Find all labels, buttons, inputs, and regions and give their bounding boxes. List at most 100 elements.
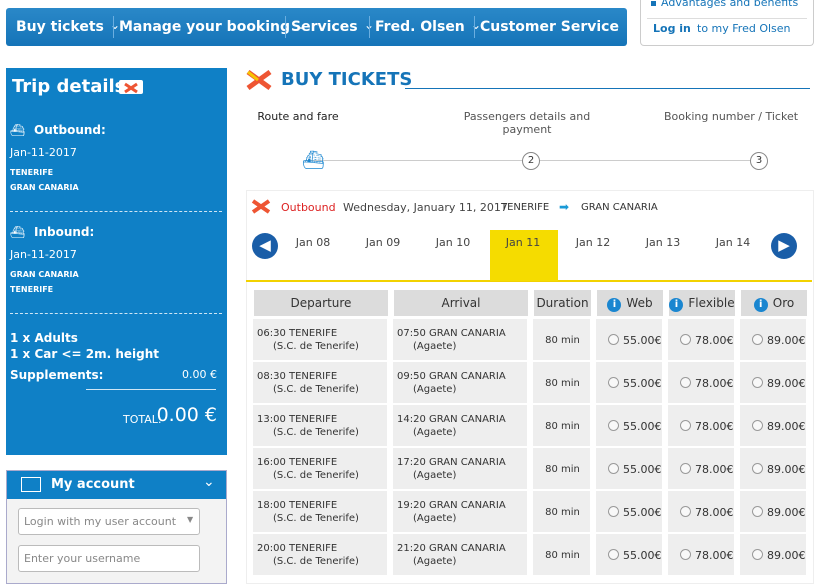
arrival: 19:20 GRAN CANARIA — [397, 500, 506, 511]
login-link[interactable]: Log in — [653, 22, 691, 35]
cell — [393, 362, 527, 403]
prev-dates[interactable]: ◀ — [252, 233, 278, 259]
chevron: ⌄ — [110, 18, 121, 32]
total-value: 0.00 € — [156, 404, 217, 426]
duration: 80 min — [545, 550, 580, 561]
leg-label: Outbound — [281, 201, 336, 214]
fare-radio[interactable] — [608, 334, 619, 345]
column-header: Departure — [253, 289, 389, 317]
date-tab[interactable]: Jan 12 — [575, 236, 611, 249]
cell — [596, 405, 662, 446]
nav-item[interactable]: Buy tickets — [16, 19, 104, 35]
column-header: i Flexible — [668, 289, 736, 317]
fare-price: 78.00€ — [695, 463, 734, 476]
column-header: i Web — [596, 289, 664, 317]
fare-radio[interactable] — [608, 420, 619, 431]
trip-title: Trip details — [12, 76, 126, 97]
fare-price: 55.00€ — [623, 334, 662, 347]
nav-item[interactable]: Manage your booking — [119, 19, 291, 35]
date-tab[interactable]: Jan 08 — [295, 236, 331, 249]
fare-radio[interactable] — [680, 506, 691, 517]
selected-date-bg — [490, 230, 558, 281]
cell — [393, 491, 527, 532]
leg-to: GRAN CANARIA — [581, 202, 658, 213]
date-tab[interactable]: Jan 09 — [365, 236, 401, 249]
date-tab[interactable]: Jan 10 — [435, 236, 471, 249]
fare-radio[interactable] — [680, 334, 691, 345]
account-title: My account — [51, 477, 135, 492]
fare-radio[interactable] — [680, 463, 691, 474]
card-icon — [21, 477, 41, 492]
header-text: Departure — [290, 296, 352, 310]
departure-port: (S.C. de Tenerife) — [273, 384, 359, 395]
benefits-link[interactable]: Advantages and benefits — [661, 0, 799, 9]
arrival: 07:50 GRAN CANARIA — [397, 328, 506, 339]
select-text: Login with my user account — [24, 515, 177, 528]
cell — [253, 362, 387, 403]
fare-radio[interactable] — [608, 463, 619, 474]
chevron: ⌄ — [625, 18, 636, 32]
cell — [253, 405, 387, 446]
outbound-from: TENERIFE — [10, 168, 54, 177]
fare-radio[interactable] — [752, 334, 763, 345]
fare-price: 89.00€ — [767, 420, 806, 433]
fare-price: 78.00€ — [695, 506, 734, 519]
departure-port: (S.C. de Tenerife) — [273, 427, 359, 438]
cell — [740, 448, 806, 489]
ship-icon: ⛴ — [10, 225, 26, 239]
total-label: TOTAL: — [123, 413, 162, 426]
login-select[interactable]: Login with my user account ▼ — [18, 508, 200, 535]
next-dates[interactable]: ▶ — [771, 233, 797, 259]
title-rule — [405, 88, 810, 89]
separator — [474, 16, 475, 38]
cell — [533, 534, 590, 575]
cell — [253, 448, 387, 489]
info-icon: i — [607, 298, 622, 312]
cell — [596, 491, 662, 532]
cell — [533, 405, 590, 446]
fare-radio[interactable] — [752, 549, 763, 560]
inbound-date: Jan-11-2017 — [10, 248, 77, 261]
cell — [596, 534, 662, 575]
fare-radio[interactable] — [752, 506, 763, 517]
info-icon: i — [753, 298, 768, 312]
arrival-port: (Agaete) — [413, 470, 457, 481]
fare-radio[interactable] — [608, 549, 619, 560]
departure: 18:00 TENERIFE — [257, 500, 338, 511]
fare-radio[interactable] — [608, 506, 619, 517]
step-number: 2 — [522, 152, 540, 170]
fare-radio[interactable] — [680, 420, 691, 431]
fare-radio[interactable] — [608, 377, 619, 388]
info-icon: i — [669, 298, 684, 312]
fare-radio[interactable] — [752, 420, 763, 431]
inbound-from: GRAN CANARIA — [10, 270, 79, 279]
cell — [740, 534, 806, 575]
cell — [596, 448, 662, 489]
arrow: ▼ — [187, 515, 194, 524]
placeholder: Enter your username — [24, 552, 141, 565]
cell — [668, 405, 734, 446]
account-header[interactable]: My account ⌄ — [7, 471, 226, 499]
duration: 80 min — [545, 421, 580, 432]
date-tab[interactable]: Jan 14 — [715, 236, 751, 249]
nav-item[interactable]: Services — [291, 19, 358, 35]
fare-radio[interactable] — [752, 377, 763, 388]
fare-radio[interactable] — [680, 549, 691, 560]
fare-radio[interactable] — [680, 377, 691, 388]
fare-radio[interactable] — [752, 463, 763, 474]
supplements-label: Supplements: — [10, 368, 104, 382]
nav-item[interactable]: Fred. Olsen — [375, 19, 465, 35]
duration: 80 min — [545, 507, 580, 518]
cell — [253, 491, 387, 532]
fare-price: 89.00€ — [767, 463, 806, 476]
cell — [253, 319, 387, 360]
nav-item[interactable]: Customer Service — [480, 19, 619, 35]
date-tab[interactable]: Jan 13 — [645, 236, 681, 249]
fare-price: 89.00€ — [767, 334, 806, 347]
departure-port: (S.C. de Tenerife) — [273, 556, 359, 567]
cell — [740, 319, 806, 360]
arrival-port: (Agaete) — [413, 556, 457, 567]
date-tab[interactable]: Jan 11 — [505, 236, 541, 249]
cell — [668, 319, 734, 360]
username-input[interactable]: Enter your username — [18, 545, 200, 572]
